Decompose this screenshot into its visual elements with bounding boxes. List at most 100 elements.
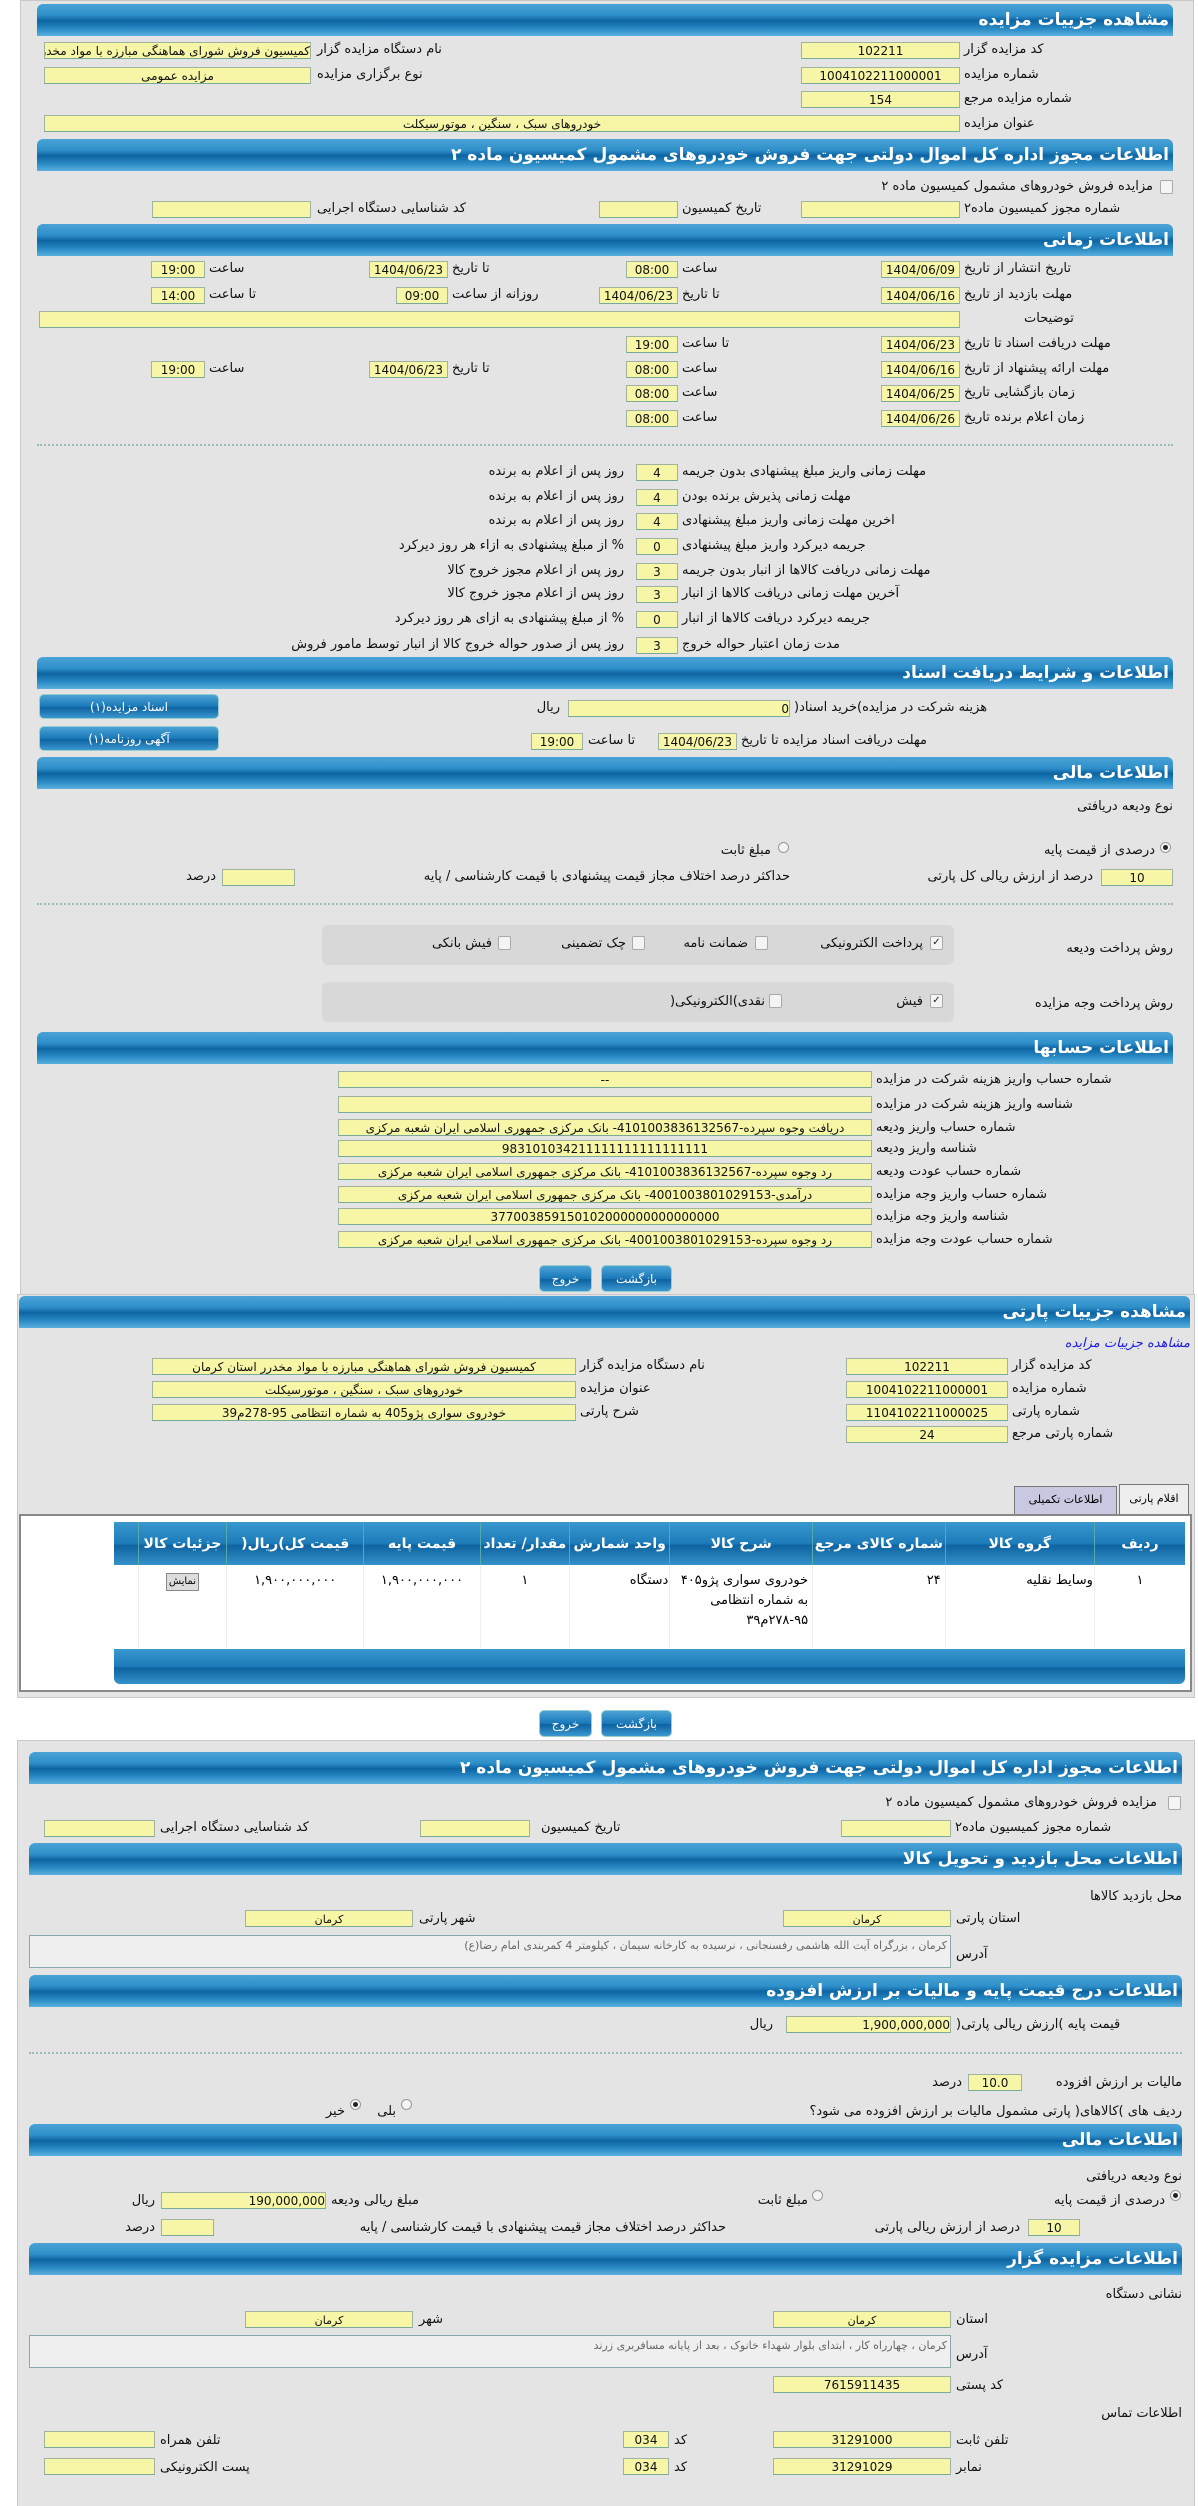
account-label: شماره حساب واریز هزینه شرکت در مزایده [876, 1072, 1112, 1087]
auction-details-link[interactable]: مشاهده جزییات مزایده [1064, 1336, 1190, 1351]
auction-subject-field: خودروهای سبک ، سنگین ، موتورسیکلت [44, 115, 960, 132]
max-diff-field [222, 869, 295, 886]
doc-deadline-time: 19:00 [531, 733, 583, 750]
percent-unit: درصد [125, 2220, 155, 2235]
commission-checkbox-label: مزایده فروش خودروهای مشمول کمیسیون ماده … [881, 179, 1153, 194]
publish-to-time: 19:00 [151, 261, 205, 278]
visit-address-field: کرمان ، بزرگراه آیت الله هاشمی رفسنجانی … [29, 1935, 951, 1968]
electronic-payment-label: پرداخت الکترونیکی [820, 936, 923, 951]
visit-province-label: استان پارتی [956, 1911, 1021, 1926]
party-desc-label: شرح پارتی [580, 1404, 639, 1419]
auctioneer-code-label: کد مزایده گزار [964, 42, 1044, 57]
penalty-suffix: روز پس از اعلام به برنده [488, 489, 624, 504]
newspaper-ad-button[interactable]: آگهی روزنامه(۱) [39, 726, 219, 751]
opening-label: زمان بازگشایی تاریخ [964, 385, 1075, 400]
party-auctioneer-code-label: کد مزایده گزار [1012, 1358, 1092, 1373]
visit-daily-to: 14:00 [151, 287, 205, 304]
email-label: پست الکترونیکی [160, 2460, 250, 2475]
commission-checkbox[interactable] [1160, 180, 1173, 194]
penalty-suffix: روز پس از اعلام مجوز خروج کالا [447, 563, 624, 578]
col-quantity: مقدار/ تعداد [479, 1522, 570, 1565]
publish-from-time: 08:00 [626, 261, 678, 278]
account-label: شماره حساب واریز ودیعه [876, 1120, 1016, 1135]
account-label: شماره حساب واریز وجه مزایده [876, 1187, 1048, 1202]
auctioneer-province-label: استان [956, 2312, 988, 2327]
postal-code-label: کد پستی [956, 2378, 1004, 2393]
electronic-payment-checkbox[interactable]: ✓ [930, 936, 943, 950]
auctioneer-address-field: کرمان ، چهارراه کار ، ابتدای بلوار شهداء… [29, 2335, 951, 2368]
party-fixed-radio[interactable] [812, 2190, 823, 2201]
receipt-checkbox[interactable]: ✓ [930, 994, 943, 1008]
phone-code-field: 034 [623, 2431, 669, 2448]
visit-header: اطلاعات محل بازدید و تحویل کالا [29, 1843, 1182, 1875]
deposit-percent-field: 10 [1101, 869, 1173, 886]
exit-button[interactable]: خروج [539, 1265, 592, 1292]
max-diff-label: حداکثر درصد اختلاف مجاز قیمت پیشنهادی با… [423, 869, 790, 884]
percent-radio[interactable] [1160, 842, 1171, 853]
col-row: ردیف [1093, 1522, 1185, 1565]
table-row: ۱ وسایط نقلیه ۲۴ خودروی سواری پژو۴۰۵ به … [114, 1565, 1185, 1650]
cell-quantity: ۱ [479, 1565, 570, 1650]
opening-time: 08:00 [626, 385, 678, 402]
org-id-label: کد شناسایی دستگاه اجرایی [317, 201, 466, 216]
party-details-header: مشاهده جزییات پارتی [19, 1296, 1190, 1328]
party-auction-number-label: شماره مزایده [1012, 1381, 1087, 1396]
vat-no-radio[interactable] [350, 2099, 361, 2110]
account-value: درآمدی-4001003801029153- بانک مرکزی جمهو… [338, 1186, 872, 1203]
show-details-button[interactable]: نمایش [165, 1573, 199, 1591]
visit-address-label: آدرس [956, 1947, 988, 1962]
penalty-label: اخرین مهلت زمانی واریز مبلغ پیشنهادی [682, 513, 895, 528]
auction-payment-method-label: روش پرداخت وجه مزایده [1034, 996, 1173, 1011]
vat-yes-radio[interactable] [401, 2099, 412, 2110]
mobile-label: تلفن همراه [160, 2433, 221, 2448]
hour-label: ساعت [682, 261, 718, 276]
party-auctioneer-code: 102211 [846, 1358, 1008, 1375]
party-number-field: 1104102211000025 [846, 1404, 1008, 1421]
vat-yes-label: بلی [377, 2104, 396, 2119]
guarantee-checkbox[interactable] [755, 936, 768, 950]
permit-header: اطلاعات مجوز اداره کل اموال دولتی جهت فر… [37, 139, 1173, 171]
base-price-field: 1,900,000,000 [786, 2016, 951, 2033]
fixed-option-label: مبلغ ثابت [720, 843, 771, 858]
cheque-label: چک تضمینی [561, 936, 626, 951]
penalty-label: جریمه دیرکرد دریافت کالاها از انبار [682, 611, 870, 626]
back-button[interactable]: بازگشت [601, 1710, 672, 1737]
tab-party-items[interactable]: اقلام پارتی [1119, 1484, 1189, 1514]
table-header-row: ردیف گروه کالا شماره کالای مرجع شرح کالا… [114, 1522, 1185, 1565]
party-percent-radio[interactable] [1170, 2190, 1181, 2201]
visit-province-field: کرمان [783, 1910, 951, 1927]
cheque-checkbox[interactable] [632, 936, 645, 950]
cash-electronic-label: نقدی)الکترونیکی( [669, 994, 765, 1009]
percent-option-label: درصدی از قیمت پایه [1044, 843, 1155, 858]
party-desc-field: خودروی سواری پژو405 به شماره انتظامی 95-… [152, 1404, 576, 1421]
code-label: کد [674, 2433, 688, 2448]
deposit-percent-label: درصد از ارزش ریالی کل پارتی [927, 869, 1093, 884]
auction-docs-button[interactable]: اسناد مزایده(۱) [39, 694, 219, 719]
back-button[interactable]: بازگشت [601, 1265, 672, 1292]
penalty-value: 4 [636, 513, 678, 530]
cash-electronic-checkbox[interactable] [769, 994, 782, 1008]
exit-button[interactable]: خروج [539, 1710, 592, 1737]
fixed-radio[interactable] [778, 842, 789, 853]
auctioneer-address-label: آدرس [956, 2347, 988, 2362]
penalty-label: آخرین مهلت زمانی دریافت کالاها از انبار [682, 586, 900, 601]
commission-date-label: تاریخ کمیسیون [682, 201, 762, 216]
offer-label: مهلت ارائه پیشنهاد از تاریخ [964, 361, 1110, 376]
offer-to-date: 1404/06/23 [369, 361, 448, 378]
visit-label: مهلت بازدید از تاریخ [964, 287, 1073, 302]
penalty-suffix: روز پس از اعلام به برنده [488, 464, 624, 479]
party-permit-header: اطلاعات مجوز اداره کل اموال دولتی جهت فر… [29, 1752, 1182, 1784]
vat-no-label: خیر [325, 2104, 345, 2119]
tab-label: اطلاعات تکمیلی [1028, 1493, 1103, 1506]
commission-date-field [599, 201, 678, 218]
party-commission-checkbox[interactable] [1168, 1796, 1181, 1810]
account-value: 377003859150102000000000000000 [338, 1208, 872, 1225]
tab-additional-info[interactable]: اطلاعات تکمیلی [1014, 1486, 1117, 1514]
visit-from-date: 1404/06/16 [881, 287, 960, 304]
to-hour-label: تا ساعت [682, 336, 730, 351]
percent-unit: درصد [932, 2075, 962, 2090]
bank-receipt-checkbox[interactable] [498, 936, 511, 950]
doc-fee-label: هزینه شرکت در مزایده)خرید اسناد( [794, 700, 988, 715]
code-label: کد [674, 2460, 688, 2475]
